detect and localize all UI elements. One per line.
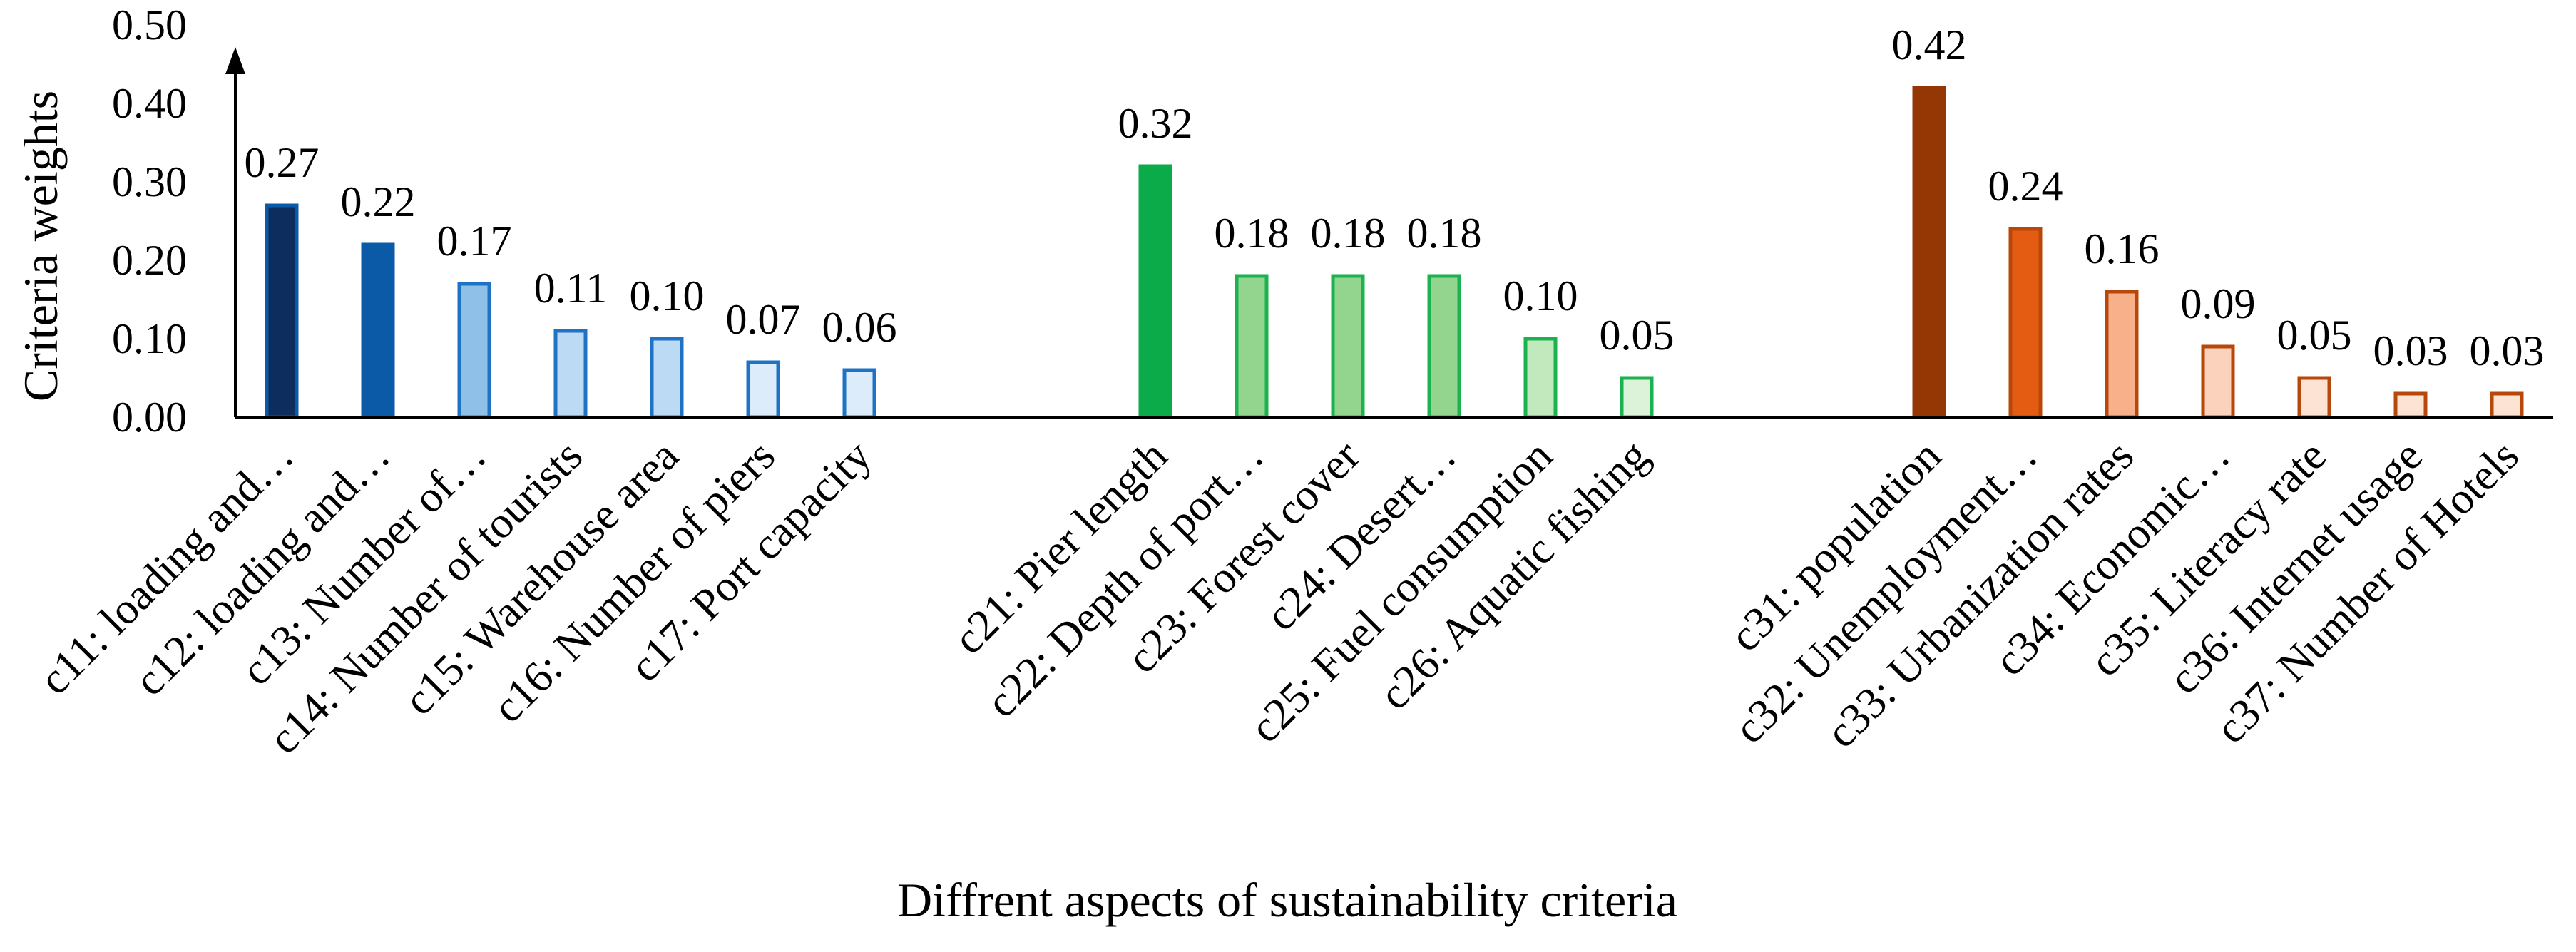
data-label: 0.06	[822, 304, 897, 351]
data-label: 0.18	[1407, 210, 1482, 257]
bar-c36	[2393, 391, 2428, 419]
y-axis-arrowhead	[225, 47, 245, 74]
y-tick-label: 0.00	[112, 394, 187, 441]
data-label: 0.09	[2181, 280, 2256, 327]
bar-c22	[1235, 274, 1269, 419]
data-label: 0.18	[1311, 210, 1386, 257]
data-label: 0.03	[2373, 327, 2448, 374]
bar-c25	[1523, 337, 1558, 419]
bar-c15	[650, 337, 684, 419]
y-tick-label: 0.10	[112, 315, 187, 362]
data-label: 0.17	[437, 217, 512, 265]
data-label: 0.24	[1988, 163, 2063, 210]
y-axis-ticks: 0.00 0.10 0.20 0.30 0.40 0.50	[112, 1, 187, 441]
bar-c11	[265, 203, 299, 419]
bar-c17	[842, 368, 876, 419]
bar-c35	[2297, 376, 2331, 419]
bar-c26	[1620, 376, 1654, 419]
data-label: 0.11	[534, 265, 608, 312]
data-label: 0.05	[1600, 312, 1675, 359]
data-label: 0.18	[1215, 210, 1289, 257]
bar-c14	[553, 329, 588, 419]
data-label: 0.10	[1503, 272, 1578, 319]
data-label: 0.03	[2470, 327, 2545, 374]
bars	[265, 86, 2524, 419]
data-label: 0.32	[1118, 100, 1193, 147]
category-labels: c11: loading and…c12: loading and…c13: N…	[30, 431, 2528, 764]
y-tick-label: 0.20	[112, 237, 187, 284]
y-tick-label: 0.40	[112, 80, 187, 127]
bar-c31	[1912, 86, 1946, 419]
data-label: 0.22	[341, 178, 416, 225]
y-axis-title: Criteria weights	[14, 91, 68, 401]
bar-c12	[361, 242, 395, 419]
data-label: 0.10	[630, 272, 705, 319]
data-label: 0.42	[1892, 21, 1967, 68]
bar-c34	[2201, 344, 2235, 419]
x-axis-title: Diffrent aspects of sustainability crite…	[897, 873, 1677, 927]
data-label: 0.05	[2277, 312, 2352, 359]
y-tick-label: 0.50	[112, 1, 187, 48]
bar-c16	[746, 360, 780, 419]
bar-c37	[2490, 391, 2524, 419]
bar-c32	[2008, 227, 2043, 419]
bar-c33	[2105, 290, 2139, 419]
data-labels: 0.27 0.22 0.17 0.11 0.10 0.07 0.06 0.32 0.18 0.18…	[245, 21, 2545, 374]
bar-c23	[1331, 274, 1365, 419]
data-label: 0.16	[2085, 225, 2160, 272]
bar-c24	[1427, 274, 1461, 419]
y-tick-label: 0.30	[112, 158, 187, 205]
data-label: 0.07	[726, 296, 801, 343]
bar-c21	[1138, 164, 1172, 419]
bar-c13	[457, 282, 491, 419]
data-label: 0.27	[245, 139, 320, 186]
